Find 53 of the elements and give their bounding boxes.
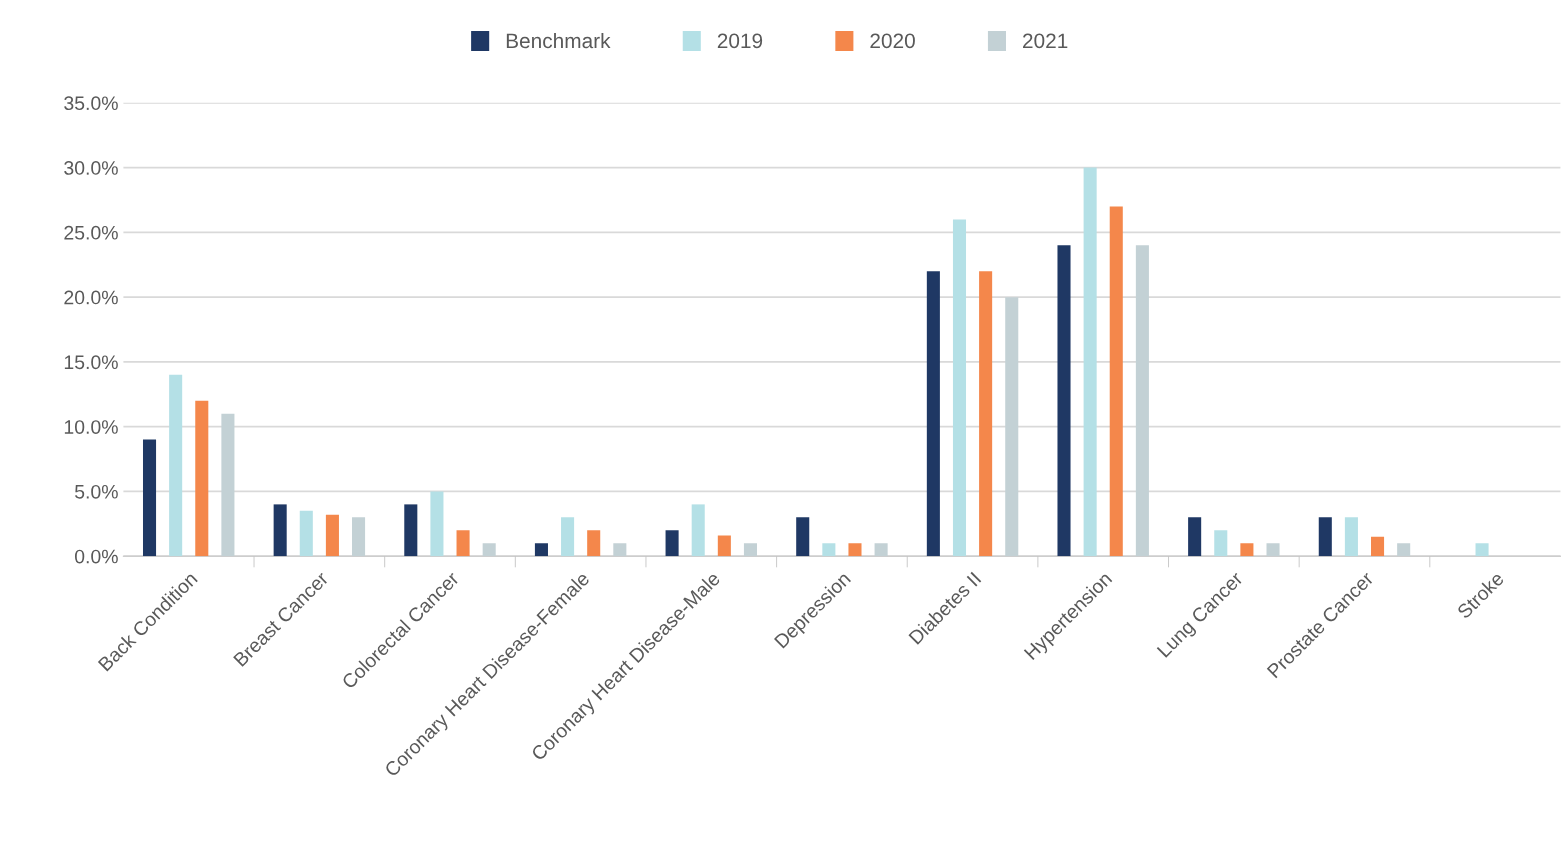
legend-label: 2019 bbox=[717, 33, 763, 49]
bar bbox=[221, 413, 235, 557]
y-tick-label: 30.0% bbox=[64, 161, 118, 175]
bar bbox=[169, 374, 183, 557]
bar bbox=[979, 271, 993, 557]
y-tick-label: 25.0% bbox=[64, 225, 118, 240]
bar bbox=[456, 530, 470, 557]
bar bbox=[1397, 543, 1411, 557]
bar bbox=[848, 543, 862, 557]
y-tick-label: 5.0% bbox=[75, 484, 118, 499]
bar bbox=[1005, 297, 1019, 557]
bar bbox=[195, 400, 209, 557]
y-tick-label: 35.0% bbox=[64, 96, 118, 111]
bar bbox=[1214, 530, 1228, 557]
y-tick-label: 10.0% bbox=[64, 420, 118, 434]
y-tick-label: 0.0% bbox=[74, 549, 118, 564]
bar bbox=[299, 510, 313, 557]
bar bbox=[1057, 245, 1071, 557]
bar bbox=[1188, 517, 1202, 557]
y-tick-label: 15.0% bbox=[64, 355, 118, 370]
bar bbox=[534, 543, 548, 557]
bar bbox=[273, 504, 287, 557]
bar bbox=[1109, 206, 1123, 557]
bar bbox=[1135, 245, 1149, 557]
bar bbox=[404, 504, 418, 557]
bar bbox=[743, 543, 757, 557]
bar bbox=[796, 517, 810, 557]
bar bbox=[430, 491, 444, 557]
bar bbox=[691, 504, 705, 557]
bar bbox=[874, 543, 888, 557]
y-tick-label: 20.0% bbox=[64, 290, 118, 305]
bar bbox=[561, 517, 575, 557]
bar bbox=[1266, 543, 1280, 557]
bar bbox=[926, 271, 940, 557]
bar bbox=[352, 517, 366, 557]
bar bbox=[587, 530, 601, 557]
bar bbox=[1344, 517, 1358, 557]
legend-label: 2021 bbox=[1023, 33, 1068, 49]
bar bbox=[1240, 543, 1254, 557]
bar bbox=[142, 439, 157, 557]
legend-label: Benchmark bbox=[506, 32, 611, 49]
bar bbox=[822, 543, 836, 557]
bar bbox=[482, 543, 496, 557]
bar bbox=[1083, 167, 1097, 557]
bar bbox=[665, 530, 679, 557]
bar bbox=[325, 514, 339, 557]
legend-label: 2020 bbox=[870, 33, 915, 49]
bar bbox=[613, 543, 627, 557]
bar bbox=[717, 535, 731, 557]
bar bbox=[1475, 543, 1489, 557]
bar bbox=[1371, 536, 1385, 557]
bar bbox=[952, 219, 967, 557]
bar bbox=[1318, 517, 1332, 557]
